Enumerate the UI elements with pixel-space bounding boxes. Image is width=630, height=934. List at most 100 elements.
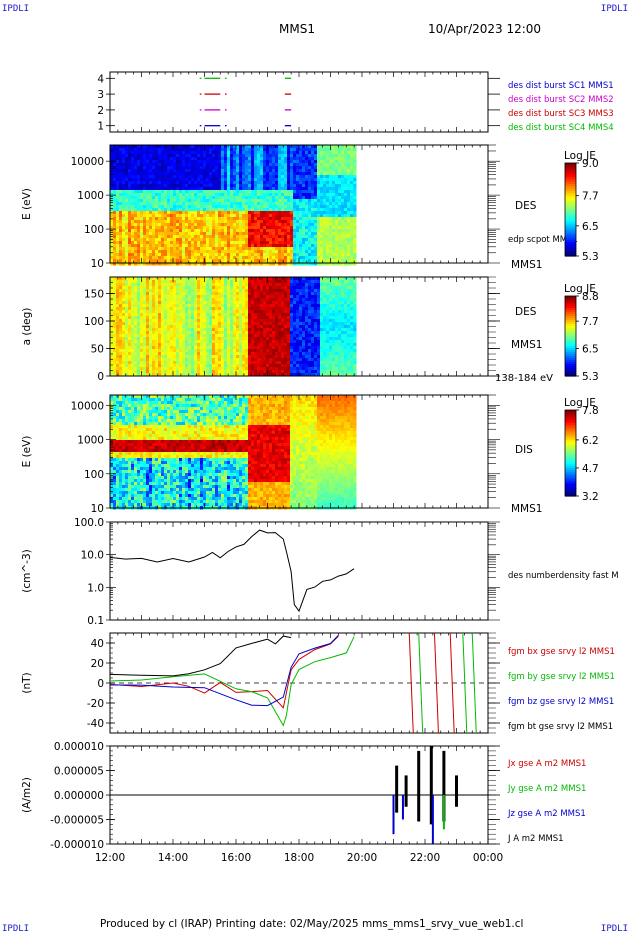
heatmap-cell [137, 253, 141, 257]
heatmap-cell [236, 205, 240, 209]
heatmap-cell [269, 145, 273, 149]
heatmap-cell [203, 337, 207, 341]
heatmap-cell [185, 145, 189, 149]
heatmap-cell [317, 205, 321, 209]
heatmap-cell [113, 220, 117, 224]
heatmap-cell [119, 364, 123, 368]
heatmap-cell [200, 184, 204, 188]
heatmap-cell [323, 148, 327, 152]
y-tick-label: 10000 [71, 156, 104, 168]
heatmap-cell [194, 145, 198, 149]
heatmap-cell [347, 229, 351, 233]
heatmap-cell [266, 217, 270, 221]
heatmap-cell [152, 283, 156, 287]
heatmap-cell [260, 205, 264, 209]
heatmap-cell [164, 355, 168, 359]
heatmap-cell [227, 202, 231, 206]
heatmap-cell [191, 172, 195, 176]
heatmap-cell [191, 313, 195, 317]
heatmap-cell [200, 286, 204, 290]
heatmap-cell [128, 217, 132, 221]
heatmap-cell [143, 373, 147, 377]
heatmap-cell [305, 238, 309, 242]
heatmap-cell [149, 184, 153, 188]
heatmap-cell [167, 223, 171, 227]
heatmap-cell [170, 187, 174, 191]
heatmap-cell [272, 190, 276, 194]
heatmap-cell [221, 148, 225, 152]
heatmap-cell [143, 193, 147, 197]
heatmap-cell [293, 166, 297, 170]
heatmap-cell [143, 280, 147, 284]
heatmap-cell [299, 175, 303, 179]
heatmap-cell [143, 235, 147, 239]
heatmap-cell [269, 172, 273, 176]
heatmap-cell [215, 148, 219, 152]
heatmap-cell [281, 244, 285, 248]
heatmap-cell [284, 166, 288, 170]
heatmap-cell [284, 184, 288, 188]
heatmap-cell [185, 232, 189, 236]
heatmap-cell [221, 196, 225, 200]
heatmap-cell [134, 319, 138, 323]
heatmap-cell [200, 343, 204, 347]
heatmap-cell [278, 187, 282, 191]
heatmap-cell [209, 310, 213, 314]
heatmap-cell [131, 208, 135, 212]
heatmap-cell [302, 172, 306, 176]
heatmap-cell [134, 292, 138, 296]
heatmap-cell [200, 190, 204, 194]
heatmap-cell [317, 223, 321, 227]
heatmap-cell [134, 352, 138, 356]
heatmap-cell [224, 235, 228, 239]
heatmap-cell [206, 232, 210, 236]
heatmap-cell [176, 325, 180, 329]
heatmap-cell [176, 355, 180, 359]
heatmap-cell [194, 223, 198, 227]
heatmap-cell [110, 187, 114, 191]
heatmap-cell [284, 256, 288, 260]
heatmap-cell [200, 169, 204, 173]
heatmap-cell [179, 298, 183, 302]
heatmap-cell [212, 340, 216, 344]
heatmap-cell [221, 232, 225, 236]
heatmap-cell [113, 169, 117, 173]
heatmap-cell [236, 214, 240, 218]
heatmap-cell [203, 313, 207, 317]
heatmap-cell [173, 358, 177, 362]
heatmap-cell [323, 256, 327, 260]
heatmap-cell [170, 178, 174, 182]
heatmap-cell [239, 208, 243, 212]
heatmap-cell [203, 229, 207, 233]
heatmap-cell [161, 253, 165, 257]
heatmap-cell [308, 169, 312, 173]
heatmap-cell [131, 223, 135, 227]
heatmap-cell [164, 313, 168, 317]
heatmap-cell [185, 175, 189, 179]
heatmap-cell [254, 241, 258, 245]
heatmap-cell [341, 193, 345, 197]
heatmap-cell [326, 244, 330, 248]
heatmap-cell [218, 343, 222, 347]
heatmap-cell [221, 238, 225, 242]
heatmap-cell [182, 244, 186, 248]
heatmap-cell [206, 352, 210, 356]
heatmap-cell [167, 184, 171, 188]
heatmap-cell [173, 181, 177, 185]
heatmap-cell [113, 358, 117, 362]
heatmap-cell [242, 172, 246, 176]
heatmap-cell [338, 169, 342, 173]
heatmap-cell [236, 244, 240, 248]
heatmap-cell [224, 328, 228, 332]
heatmap-cell [287, 250, 291, 254]
heatmap-cell [179, 151, 183, 155]
heatmap-cell [308, 145, 312, 149]
heatmap-cell [329, 226, 333, 230]
heatmap-cell [140, 313, 144, 317]
heatmap-cell [200, 145, 204, 149]
heatmap-cell [278, 235, 282, 239]
heatmap-cell [224, 283, 228, 287]
heatmap-cell [200, 178, 204, 182]
heatmap-cell [332, 223, 336, 227]
heatmap-cell [191, 364, 195, 368]
